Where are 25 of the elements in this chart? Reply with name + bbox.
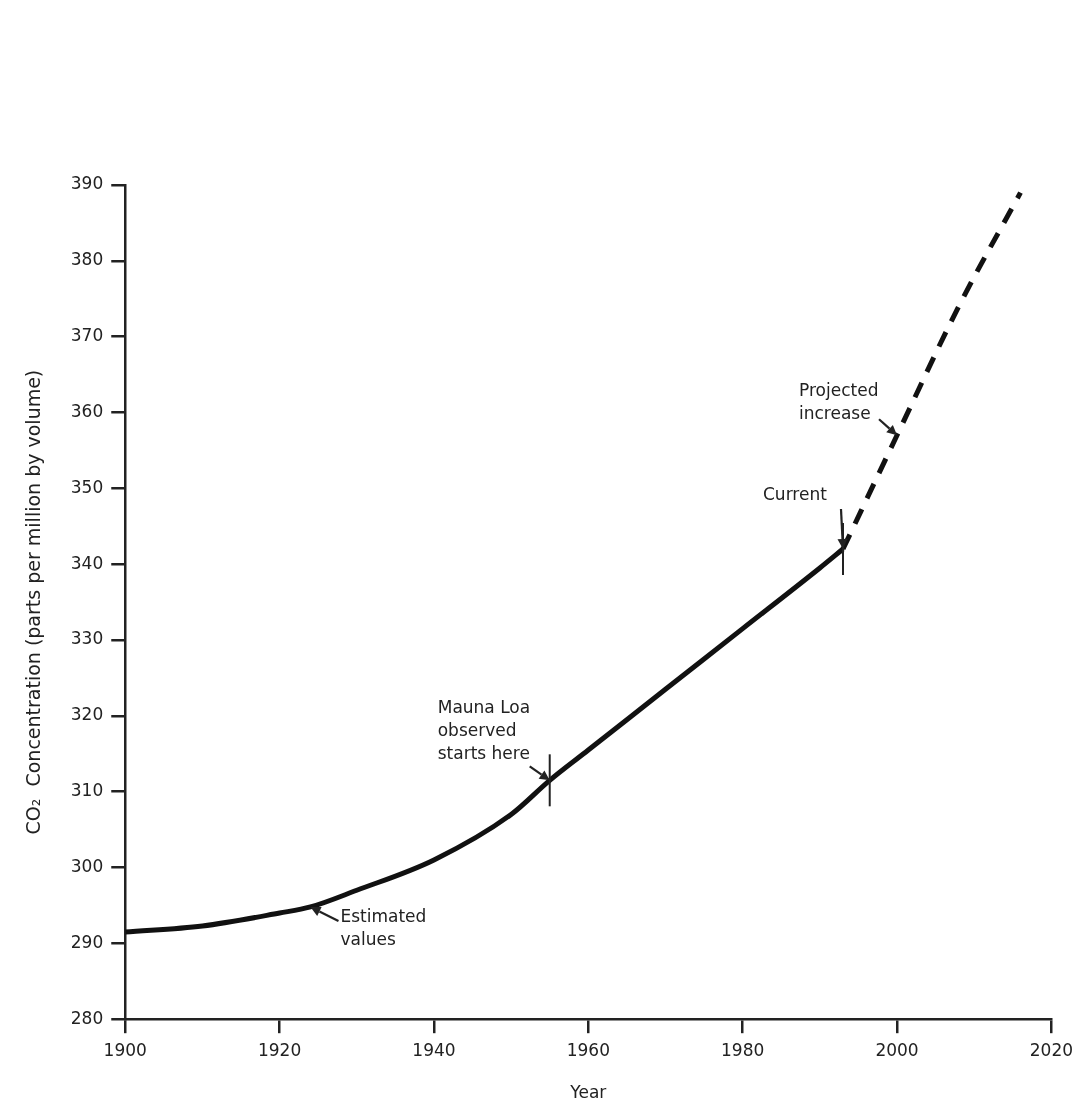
x-axis-title: Year xyxy=(569,1082,607,1103)
y-tick-label: 280 xyxy=(70,1007,104,1028)
annotation: Mauna Loa observed starts here xyxy=(437,697,531,764)
x-tick-label: 2020 xyxy=(1029,1039,1073,1060)
y-tick-label: 310 xyxy=(70,780,104,801)
y-tick-label: 360 xyxy=(70,400,104,421)
y-tick-label: 390 xyxy=(70,173,104,194)
y-axis-title: CO₂ Concentration (parts per million by volume) xyxy=(22,369,45,835)
x-tick-label: 1900 xyxy=(103,1039,147,1060)
y-tick-label: 370 xyxy=(70,325,104,346)
x-tick-label: 1980 xyxy=(721,1039,765,1060)
x-tick-label: 1920 xyxy=(257,1039,302,1060)
y-tick-label: 290 xyxy=(70,931,104,952)
annotation: Projected increase xyxy=(799,380,879,424)
x-tick-label: 2000 xyxy=(875,1039,919,1060)
y-tick-label: 330 xyxy=(70,628,104,649)
annotation: Current xyxy=(762,483,828,504)
annotation: Estimated values xyxy=(340,905,427,949)
x-tick-label: 1940 xyxy=(412,1039,456,1060)
y-tick-label: 300 xyxy=(70,855,104,876)
x-tick-label: 1960 xyxy=(566,1039,610,1060)
y-tick-label: 350 xyxy=(70,476,104,497)
y-tick-label: 340 xyxy=(70,552,104,573)
y-tick-label: 380 xyxy=(70,249,104,270)
y-tick-label: 320 xyxy=(70,704,104,725)
